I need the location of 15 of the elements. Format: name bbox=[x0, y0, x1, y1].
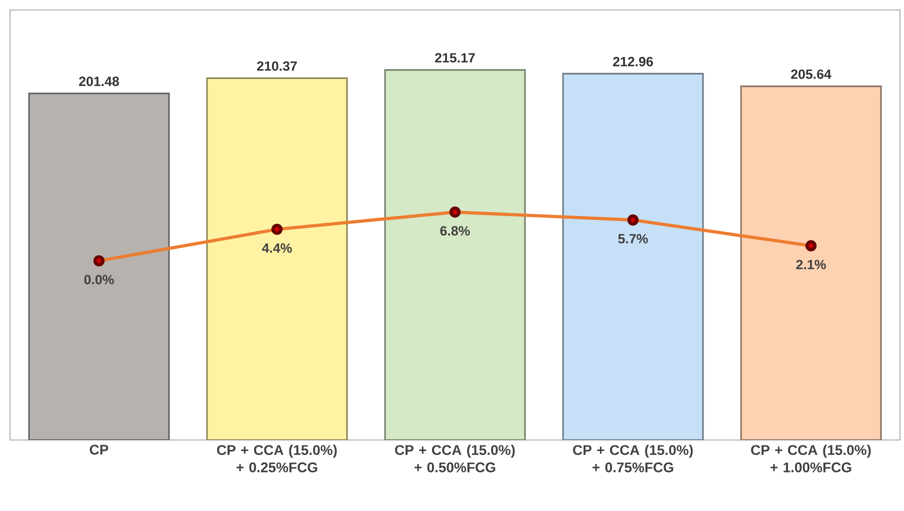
x-tick-label: CP + CCA (15.0%) + 0.75%FCG bbox=[573, 444, 693, 472]
data-label: 4.4% bbox=[262, 243, 292, 253]
data-label: 210.37 bbox=[257, 61, 297, 71]
data-label: 201.48 bbox=[79, 76, 119, 86]
data-label: 6.8% bbox=[440, 226, 470, 236]
x-tick-label: CP + CCA (15.0%) + 0.50%FCG bbox=[395, 444, 515, 472]
data-label: 205.64 bbox=[791, 69, 832, 79]
x-tick-label: CP bbox=[90, 444, 108, 455]
data-label: 212.96 bbox=[613, 56, 653, 66]
data-label: 215.17 bbox=[435, 53, 475, 63]
x-tick-label: CP + CCA (15.0%) + 1.00%FCG bbox=[751, 444, 871, 472]
data-label: 5.7% bbox=[618, 234, 648, 244]
data-label: 0.0% bbox=[84, 274, 114, 284]
x-tick-label: CP + CCA (15.0%) + 0.25%FCG bbox=[217, 444, 337, 472]
data-label: 2.1% bbox=[796, 260, 826, 270]
